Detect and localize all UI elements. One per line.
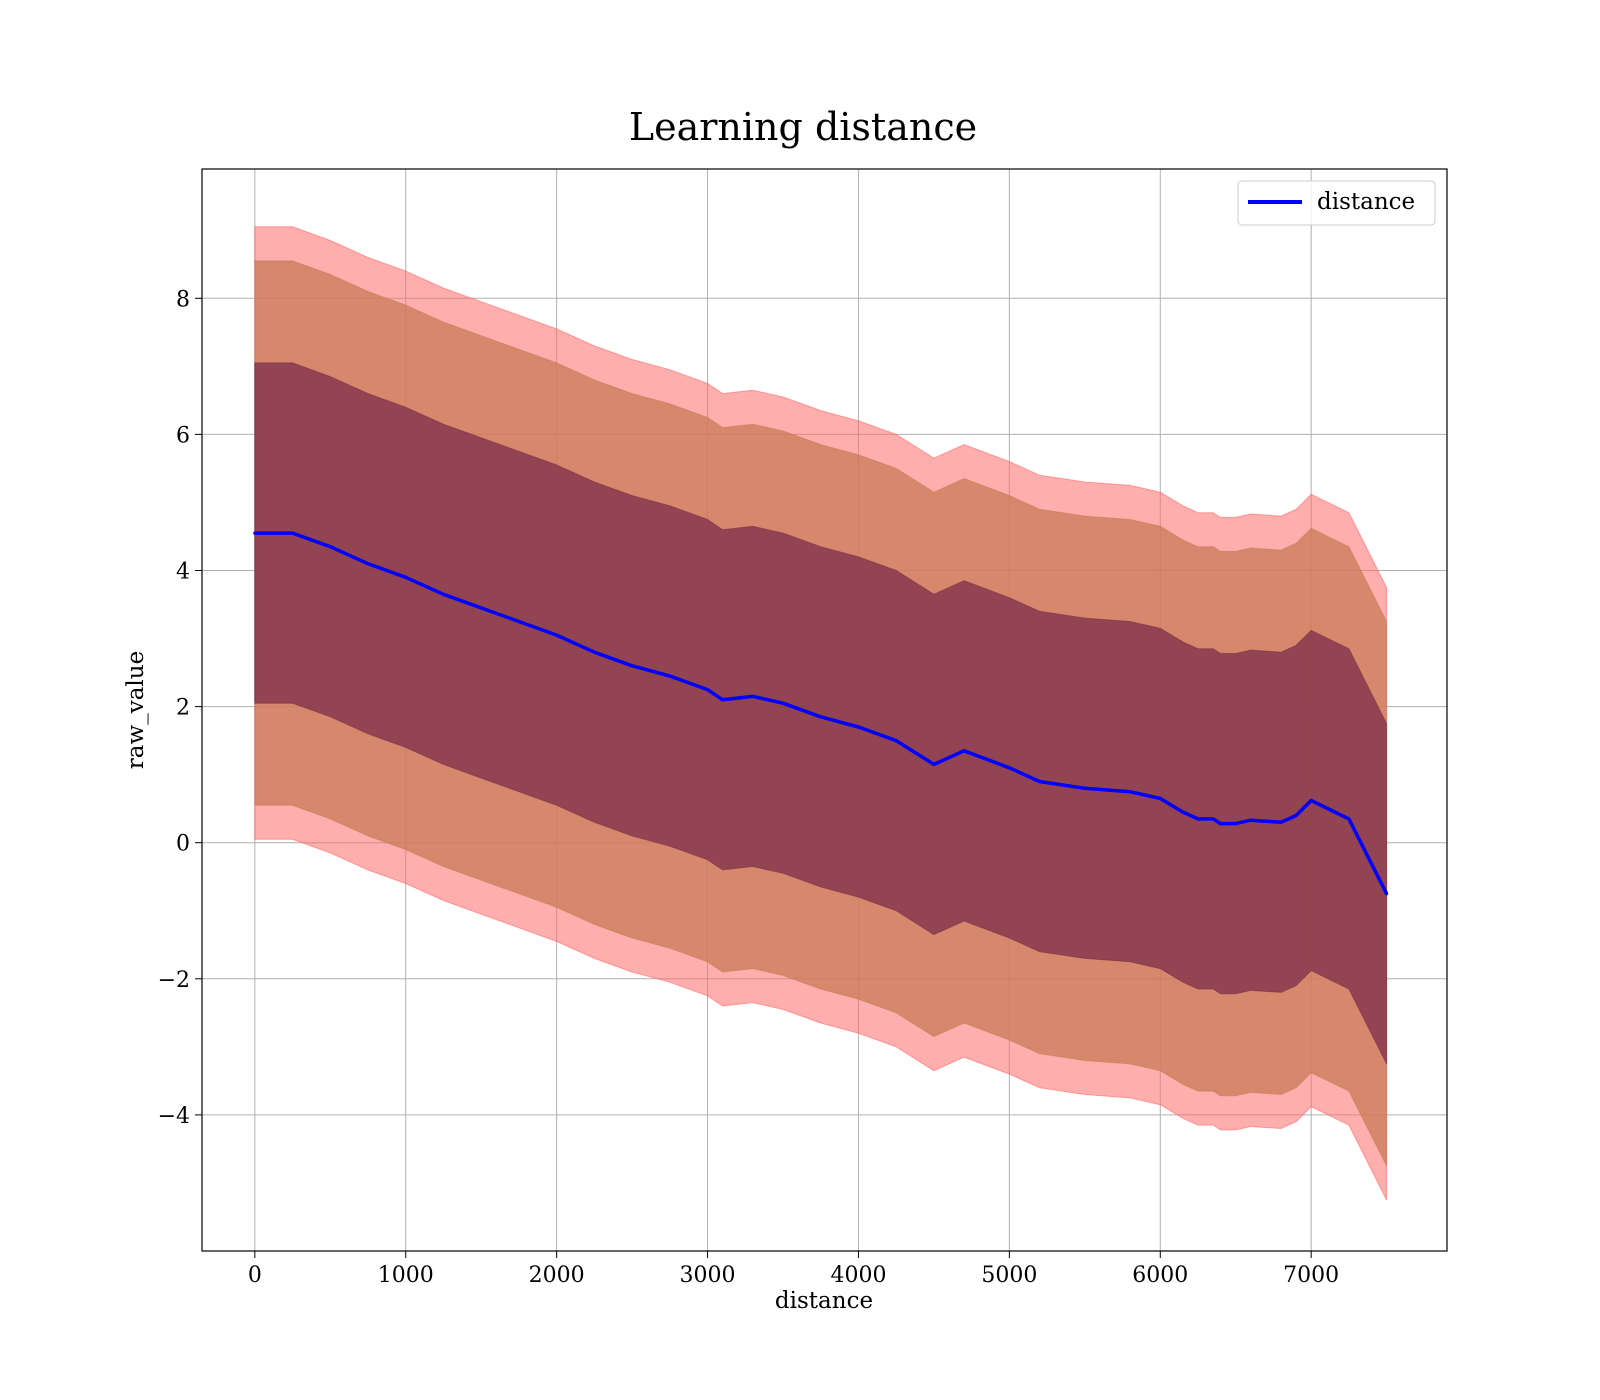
data-point: [1234, 822, 1238, 826]
chart-title: Learning distance: [629, 105, 977, 149]
data-point: [1385, 892, 1389, 896]
x-axis-ticks: 0 1000 2000 3000 4000 5000 6000 7000: [248, 1251, 1339, 1288]
plot-frame: [201, 168, 1448, 1252]
data-point: [705, 688, 710, 692]
data-point: [1249, 818, 1253, 822]
y-tick-label: 4: [176, 559, 190, 584]
data-point: [592, 650, 597, 654]
data-point: [555, 633, 559, 637]
x-tick-label: 6000: [1132, 1263, 1188, 1288]
data-point: [781, 701, 785, 705]
y-tick-label: 2: [176, 696, 190, 721]
x-axis-label: distance: [775, 1288, 873, 1314]
data-point: [366, 562, 370, 566]
y-tick-label: 6: [176, 423, 190, 448]
x-tick-label: 3000: [680, 1263, 736, 1288]
y-axis-ticks: −4 −2 0 2 4 6 8: [158, 287, 202, 1129]
y-tick-label: 8: [176, 287, 190, 312]
legend-box: [1237, 180, 1436, 226]
y-tick-label: 0: [176, 832, 190, 857]
data-point: [1219, 822, 1223, 826]
data-point: [1294, 813, 1298, 818]
y-tick-label: −4: [158, 1104, 190, 1129]
y-tick-label: −2: [158, 968, 190, 993]
confidence-bands: [254, 226, 1388, 1201]
data-point: [932, 762, 936, 767]
data-point: [1128, 790, 1132, 794]
data-point: [1181, 810, 1185, 814]
data-point: [479, 606, 483, 610]
data-point: [1196, 817, 1200, 821]
data-point: [1347, 817, 1351, 821]
data-point: [1309, 798, 1313, 803]
series-lines: [253, 531, 1389, 896]
data-point: [1007, 766, 1012, 770]
data-point: [962, 749, 966, 753]
data-point: [404, 575, 408, 579]
data-point: [1083, 786, 1087, 790]
x-tick-label: 1000: [378, 1263, 434, 1288]
data-point: [328, 545, 332, 549]
data-point: [894, 739, 898, 743]
data-point: [290, 531, 295, 535]
data-point: [1211, 817, 1215, 821]
y-axis-label: raw_value: [123, 651, 149, 769]
x-tick-label: 0: [248, 1263, 262, 1288]
data-point: [441, 592, 446, 596]
legend: distance: [1237, 180, 1436, 226]
data-point: [751, 694, 755, 699]
data-point: [1158, 796, 1162, 801]
confidence-band-1: [254, 362, 1388, 1065]
data-point: [630, 664, 634, 668]
x-tick-label: 2000: [529, 1263, 585, 1288]
x-tick-label: 4000: [830, 1263, 886, 1288]
data-point: [819, 715, 823, 719]
x-tick-label: 5000: [981, 1263, 1037, 1288]
data-point: [1037, 779, 1042, 784]
data-point: [517, 619, 521, 624]
data-point: [253, 531, 257, 535]
legend-entry-distance: distance: [1317, 189, 1415, 215]
data-point: [668, 674, 672, 678]
data-point: [1279, 820, 1283, 824]
data-point: [721, 698, 725, 702]
x-tick-label: 7000: [1283, 1263, 1339, 1288]
data-point: [856, 725, 861, 729]
